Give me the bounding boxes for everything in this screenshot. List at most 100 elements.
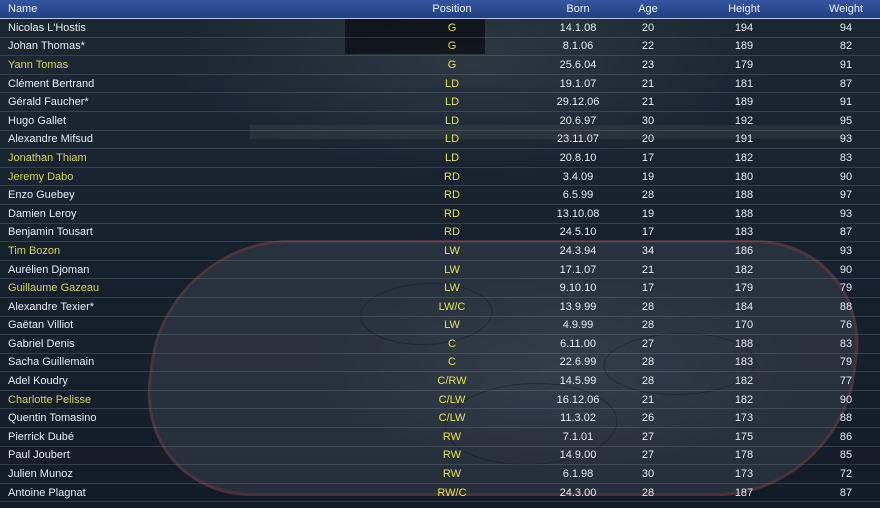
- player-name[interactable]: Hugo Gallet: [8, 114, 67, 127]
- table-row[interactable]: Nicolas L'Hostis G 14.1.08 20 194 94: [0, 19, 880, 38]
- table-row[interactable]: Aurélien Djoman LW 17.1.07 21 182 90: [0, 260, 880, 280]
- table-row[interactable]: Antoine Plagnat RW/C 24.3.00 28 187 87: [0, 483, 880, 503]
- player-name[interactable]: Jonathan Thiam: [8, 151, 87, 164]
- player-born: 8.1.06: [562, 40, 594, 53]
- table-row[interactable]: Alexandre Mifsud LD 23.11.07 20 191 93: [0, 130, 880, 150]
- player-height: 194: [734, 21, 754, 34]
- player-name[interactable]: Enzo Guebey: [8, 189, 75, 202]
- player-weight: 79: [839, 356, 853, 369]
- player-age: 22: [641, 40, 655, 53]
- table-row[interactable]: Paul Joubert RW 14.9.00 27 178 85: [0, 446, 880, 466]
- player-name[interactable]: Damien Leroy: [8, 207, 77, 220]
- player-age: 17: [641, 282, 655, 295]
- player-born: 6.5.99: [562, 189, 594, 202]
- player-weight: 72: [839, 468, 853, 481]
- player-age: 27: [641, 449, 655, 462]
- player-name[interactable]: Alexandre Mifsud: [8, 133, 93, 146]
- player-name[interactable]: Pierrick Dubé: [8, 430, 75, 443]
- scoreboard-graphic: [345, 14, 485, 54]
- player-weight: 91: [839, 58, 853, 71]
- table-row[interactable]: Tim Bozon LW 24.3.94 34 186 93: [0, 242, 880, 261]
- player-position: LW: [444, 244, 460, 257]
- arena-banner-graphic: [250, 125, 850, 139]
- player-name[interactable]: Quentin Tomasino: [8, 412, 97, 425]
- player-name[interactable]: Charlotte Pelisse: [8, 393, 92, 406]
- player-born: 14.5.99: [559, 375, 597, 388]
- player-name[interactable]: Aurélien Djoman: [8, 263, 90, 276]
- player-born: 29.12.06: [556, 96, 600, 109]
- player-name[interactable]: Johan Thomas*: [8, 40, 85, 53]
- player-position: G: [447, 21, 457, 34]
- player-name[interactable]: Guillaume Gazeau: [8, 282, 100, 295]
- table-row[interactable]: Yann Tomas G 25.6.04 23 179 91: [0, 56, 880, 75]
- column-header-age[interactable]: Age: [638, 3, 658, 15]
- player-name[interactable]: Sacha Guillemain: [8, 356, 95, 369]
- player-age: 28: [641, 356, 655, 369]
- player-position: C/RW: [437, 375, 467, 388]
- table-row[interactable]: Quentin Tomasino C/LW 11.3.02 26 173 88: [0, 409, 880, 429]
- table-row[interactable]: Enzo Guebey RD 6.5.99 28 188 97: [0, 186, 880, 205]
- player-height: 188: [734, 337, 754, 350]
- table-row[interactable]: Jonathan Thiam LD 20.8.10 17 182 83: [0, 149, 880, 168]
- table-row[interactable]: Gabriel Denis C 6.11.00 27 188 83: [0, 335, 880, 354]
- player-name[interactable]: Nicolas L'Hostis: [8, 21, 86, 34]
- player-name[interactable]: Antoine Plagnat: [8, 486, 86, 499]
- table-row[interactable]: Adel Koudry C/RW 14.5.99 28 182 77: [0, 372, 880, 391]
- column-header-weight[interactable]: Weight: [828, 3, 864, 15]
- player-height: 187: [734, 486, 754, 499]
- player-weight: 83: [839, 151, 853, 164]
- table-row[interactable]: Sacha Guillemain C 22.6.99 28 183 79: [0, 353, 880, 373]
- player-age: 21: [641, 263, 655, 276]
- player-born: 23.11.07: [556, 133, 599, 146]
- player-height: 188: [734, 207, 754, 220]
- table-row[interactable]: Alexandre Texier* LW/C 13.9.99 28 184 88: [0, 297, 880, 317]
- player-height: 178: [734, 449, 754, 462]
- player-name[interactable]: Adel Koudry: [8, 375, 68, 388]
- table-body: Nicolas L'Hostis G 14.1.08 20 194 94 Johan Tho…: [0, 19, 880, 503]
- table-row[interactable]: Johan Thomas* G 8.1.06 22 189 82: [0, 37, 880, 57]
- player-age: 20: [641, 21, 655, 34]
- player-name[interactable]: Jeremy Dabo: [8, 170, 74, 183]
- player-height: 191: [734, 133, 754, 146]
- player-born: 24.3.94: [559, 244, 597, 257]
- player-position: LD: [444, 151, 460, 164]
- player-position: LW: [444, 282, 460, 295]
- table-row[interactable]: Benjamin Tousart RD 24.5.10 17 183 87: [0, 223, 880, 243]
- player-born: 20.6.97: [559, 114, 597, 127]
- player-height: 188: [734, 189, 754, 202]
- column-header-height[interactable]: Height: [728, 3, 760, 15]
- table-header: Name Position Born Age Height Weight: [0, 0, 880, 19]
- player-name[interactable]: Tim Bozon: [8, 244, 61, 257]
- player-position: C: [448, 356, 456, 369]
- table-row[interactable]: Gaëtan Villiot LW 4.9.99 28 170 76: [0, 316, 880, 336]
- player-name[interactable]: Yann Tomas: [8, 58, 69, 71]
- player-name[interactable]: Benjamin Tousart: [8, 226, 93, 239]
- table-row[interactable]: Clément Bertrand LD 19.1.07 21 181 87: [0, 74, 880, 94]
- player-name[interactable]: Gérald Faucher*: [8, 96, 89, 109]
- table-row[interactable]: Jeremy Dabo RD 3.4.09 19 180 90: [0, 167, 880, 187]
- column-header-position[interactable]: Position: [432, 3, 472, 15]
- player-age: 21: [641, 393, 655, 406]
- player-born: 11.3.02: [560, 412, 596, 425]
- player-name[interactable]: Gabriel Denis: [8, 337, 75, 350]
- player-name[interactable]: Alexandre Texier*: [8, 300, 95, 313]
- table-row[interactable]: Gérald Faucher* LD 29.12.06 21 189 91: [0, 93, 880, 112]
- player-weight: 90: [839, 263, 853, 276]
- column-header-born[interactable]: Born: [566, 3, 590, 15]
- player-position: LW: [444, 319, 460, 332]
- table-row[interactable]: Guillaume Gazeau LW 9.10.10 17 179 79: [0, 279, 880, 298]
- table-row[interactable]: Damien Leroy RD 13.10.08 19 188 93: [0, 204, 880, 224]
- table-row[interactable]: Hugo Gallet LD 20.6.97 30 192 95: [0, 111, 880, 131]
- table-row[interactable]: Julien Munoz RW 6.1.98 30 173 72: [0, 465, 880, 484]
- player-name[interactable]: Julien Munoz: [8, 468, 73, 481]
- player-name[interactable]: Paul Joubert: [8, 449, 70, 462]
- player-height: 181: [734, 77, 754, 90]
- table-row[interactable]: Charlotte Pelisse C/LW 16.12.06 21 182 90: [0, 390, 880, 410]
- player-name[interactable]: Clément Bertrand: [8, 77, 95, 90]
- table-row[interactable]: Pierrick Dubé RW 7.1.01 27 175 86: [0, 428, 880, 447]
- player-name[interactable]: Gaëtan Villiot: [8, 319, 74, 332]
- column-header-name[interactable]: Name: [8, 3, 38, 15]
- player-weight: 88: [839, 300, 853, 313]
- player-born: 24.3.00: [559, 486, 597, 499]
